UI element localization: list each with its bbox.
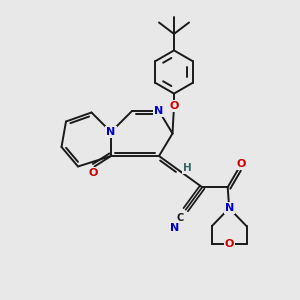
Text: O: O [224,239,234,249]
Text: N: N [225,203,234,213]
Text: O: O [88,168,98,178]
Text: N: N [106,127,116,137]
Text: C: C [177,213,184,223]
Text: H: H [183,163,192,173]
Text: N: N [154,106,164,116]
Text: O: O [236,159,246,169]
Text: O: O [169,101,179,111]
Text: N: N [170,223,179,233]
